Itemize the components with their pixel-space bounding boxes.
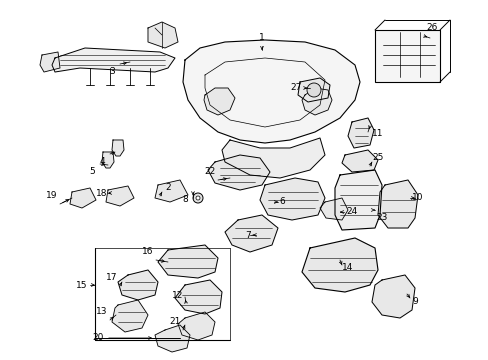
- Polygon shape: [224, 215, 278, 252]
- Polygon shape: [222, 138, 325, 178]
- Polygon shape: [377, 180, 417, 228]
- Polygon shape: [40, 52, 60, 72]
- Polygon shape: [207, 155, 269, 190]
- Text: 21: 21: [169, 318, 181, 327]
- Polygon shape: [175, 280, 222, 314]
- Polygon shape: [203, 88, 235, 115]
- Circle shape: [306, 83, 320, 97]
- Text: 19: 19: [46, 192, 58, 201]
- Polygon shape: [52, 48, 175, 72]
- Circle shape: [196, 196, 200, 200]
- Polygon shape: [341, 150, 377, 172]
- Polygon shape: [183, 40, 359, 143]
- Text: 4: 4: [99, 158, 104, 166]
- Text: 7: 7: [244, 230, 250, 239]
- Text: 2: 2: [165, 184, 170, 193]
- Polygon shape: [106, 186, 134, 206]
- Text: 8: 8: [182, 195, 187, 204]
- Polygon shape: [112, 300, 148, 332]
- Text: 11: 11: [371, 130, 383, 139]
- Text: 1: 1: [259, 33, 264, 42]
- Text: 20: 20: [92, 333, 103, 342]
- Text: 3: 3: [109, 68, 115, 77]
- Text: 26: 26: [426, 23, 437, 32]
- Polygon shape: [148, 22, 178, 48]
- Polygon shape: [334, 170, 381, 230]
- Polygon shape: [347, 118, 373, 148]
- Text: 16: 16: [142, 248, 153, 256]
- Polygon shape: [155, 325, 190, 352]
- Text: 14: 14: [342, 264, 353, 273]
- Polygon shape: [260, 178, 325, 220]
- Polygon shape: [319, 198, 347, 220]
- Text: 22: 22: [204, 167, 215, 176]
- Text: 23: 23: [376, 213, 387, 222]
- Polygon shape: [70, 188, 96, 208]
- Text: 24: 24: [346, 207, 357, 216]
- Text: 9: 9: [411, 297, 417, 306]
- Text: 18: 18: [96, 189, 107, 198]
- Polygon shape: [302, 238, 377, 292]
- Text: 6: 6: [279, 198, 285, 207]
- Circle shape: [193, 193, 203, 203]
- Polygon shape: [155, 180, 187, 202]
- Polygon shape: [118, 270, 158, 300]
- Text: 25: 25: [371, 153, 383, 162]
- Text: 15: 15: [76, 280, 87, 289]
- Text: 12: 12: [172, 291, 183, 300]
- Polygon shape: [371, 275, 414, 318]
- Text: 27: 27: [290, 84, 301, 93]
- Text: 5: 5: [89, 167, 95, 176]
- Polygon shape: [102, 152, 114, 168]
- Polygon shape: [178, 312, 215, 340]
- Polygon shape: [158, 245, 218, 278]
- Bar: [374, 30, 439, 82]
- Polygon shape: [297, 78, 329, 102]
- Text: 10: 10: [411, 194, 423, 202]
- Text: 13: 13: [96, 307, 107, 316]
- Polygon shape: [302, 88, 331, 115]
- Polygon shape: [112, 140, 124, 156]
- Text: 17: 17: [106, 274, 118, 283]
